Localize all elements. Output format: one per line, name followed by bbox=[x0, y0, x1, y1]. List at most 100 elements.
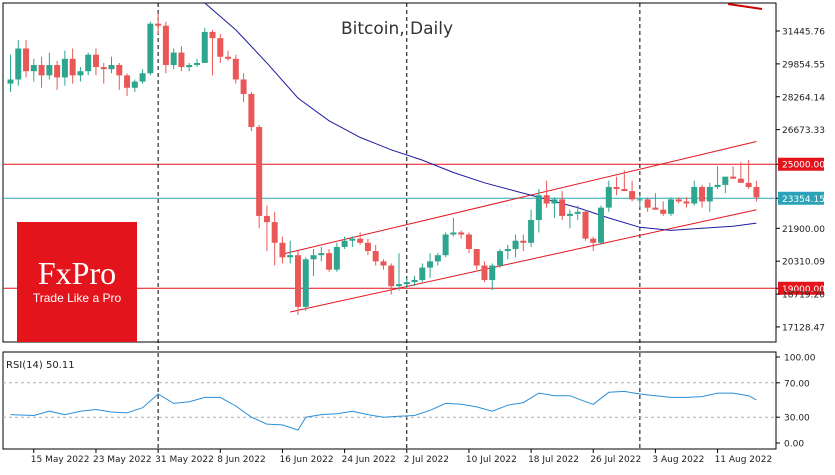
candle-body bbox=[528, 220, 535, 243]
price-axis: 31445.76 29854.55 28264.14 26673.33 25000.00… bbox=[776, 27, 825, 333]
candle-body bbox=[61, 58, 68, 78]
candle-body bbox=[497, 251, 504, 266]
date-tick-label: 31 May 2022 bbox=[155, 455, 214, 465]
moving-average bbox=[204, 2, 763, 231]
candle-body bbox=[108, 65, 115, 70]
rsi-line bbox=[10, 390, 757, 431]
candle-body bbox=[116, 65, 123, 76]
price-tick-label: 18719.20 bbox=[782, 291, 825, 301]
candle-body bbox=[240, 79, 247, 94]
candle-body bbox=[46, 65, 53, 76]
candle-body bbox=[730, 176, 737, 179]
candle-body bbox=[380, 261, 387, 266]
candle-body bbox=[271, 222, 278, 243]
date-tick-label: 11 Aug 2022 bbox=[715, 455, 773, 465]
candle-body bbox=[209, 31, 216, 39]
candle-body bbox=[636, 199, 643, 201]
candle-body bbox=[279, 242, 286, 258]
main-panel-background bbox=[2, 2, 777, 450]
date-tick-label: 18 Jul 2022 bbox=[528, 455, 579, 465]
candle-body bbox=[660, 209, 667, 214]
rsi-tick-label: 30.00 bbox=[784, 414, 810, 424]
candle-body bbox=[162, 25, 169, 66]
candle-body bbox=[706, 186, 713, 202]
candle-body bbox=[85, 54, 92, 72]
candle-body bbox=[419, 267, 426, 280]
candle-body bbox=[621, 189, 628, 192]
candle-body bbox=[582, 211, 589, 239]
moving-average-line bbox=[204, 2, 757, 231]
candle-body bbox=[675, 199, 682, 202]
candle-body bbox=[543, 195, 550, 204]
candle-body bbox=[357, 238, 364, 243]
candle-body bbox=[294, 255, 301, 307]
price-channel bbox=[282, 141, 757, 313]
candle-body bbox=[232, 58, 239, 80]
candle-body bbox=[186, 65, 193, 68]
date-tick-label: 24 Jun 2022 bbox=[342, 455, 396, 465]
candles bbox=[7, 13, 760, 316]
date-tick-label: 23 May 2022 bbox=[93, 455, 152, 465]
candle-body bbox=[481, 265, 488, 280]
candle-body bbox=[644, 199, 651, 208]
candle-body bbox=[473, 248, 480, 266]
channel-upper-line bbox=[282, 141, 757, 255]
candle-body bbox=[396, 284, 402, 287]
candle-body bbox=[551, 199, 558, 204]
candle-body bbox=[520, 240, 527, 243]
candle-body bbox=[753, 186, 760, 198]
rsi-panel-frame bbox=[2, 351, 777, 450]
candle-body bbox=[629, 191, 636, 200]
price-tick-label: 28264.14 bbox=[782, 93, 825, 103]
candle-body bbox=[77, 71, 84, 76]
candle-body bbox=[403, 282, 410, 285]
logo-tagline: Trade Like a Pro bbox=[32, 291, 122, 305]
candle-body bbox=[349, 238, 356, 241]
candle-body bbox=[30, 65, 37, 72]
candle-body bbox=[225, 56, 232, 59]
candle-body bbox=[714, 184, 721, 187]
candle-body bbox=[131, 81, 138, 88]
price-tick-label: 17128.47 bbox=[782, 323, 825, 333]
price-tick-label: 26673.33 bbox=[782, 126, 825, 136]
channel-lower-line bbox=[290, 209, 757, 313]
rsi-panel: 100.00 70.00 30.00 0.00 bbox=[3, 354, 816, 450]
date-tick-label: 3 Aug 2022 bbox=[652, 455, 704, 465]
candle-body bbox=[256, 127, 263, 216]
candle-body bbox=[7, 79, 14, 84]
candle-body bbox=[427, 261, 434, 268]
candle-body bbox=[310, 255, 317, 260]
candle-body bbox=[699, 186, 706, 202]
candle-body bbox=[170, 52, 177, 66]
price-label-highlight bbox=[778, 191, 824, 205]
price-tick-label: 20310.09 bbox=[782, 258, 825, 268]
date-axis: 15 May 2022 23 May 2022 31 May 2022 8 Jun 2… bbox=[31, 449, 772, 465]
candle-body bbox=[263, 215, 270, 223]
date-tick-label: 15 May 2022 bbox=[31, 455, 90, 465]
candle-body bbox=[605, 186, 612, 208]
rsi-label: RSI(14) 50.11 bbox=[6, 360, 75, 371]
candle-body bbox=[559, 199, 566, 216]
price-tick-label: 21900.00 bbox=[782, 225, 825, 235]
candle-body bbox=[652, 207, 659, 210]
long-ma-segment bbox=[727, 3, 763, 10]
date-tick-label: 26 Jul 2022 bbox=[590, 455, 641, 465]
candle-body bbox=[318, 253, 325, 256]
candle-body bbox=[248, 93, 255, 128]
candle-body bbox=[217, 38, 224, 57]
candle-body bbox=[364, 242, 371, 252]
candle-body bbox=[489, 265, 496, 280]
candle-body bbox=[178, 52, 185, 68]
candle-body bbox=[193, 62, 200, 66]
candle-body bbox=[598, 207, 605, 243]
candle-body bbox=[341, 240, 348, 247]
candle-body bbox=[23, 48, 30, 72]
candle-body bbox=[15, 48, 22, 80]
candle-body bbox=[566, 213, 573, 216]
fxpro-logo: FxPro Trade Like a Pro bbox=[17, 222, 137, 342]
candle-body bbox=[302, 259, 309, 307]
candle-body bbox=[139, 73, 146, 82]
candle-body bbox=[155, 23, 162, 26]
price-tick-label: 31445.76 bbox=[782, 27, 825, 37]
